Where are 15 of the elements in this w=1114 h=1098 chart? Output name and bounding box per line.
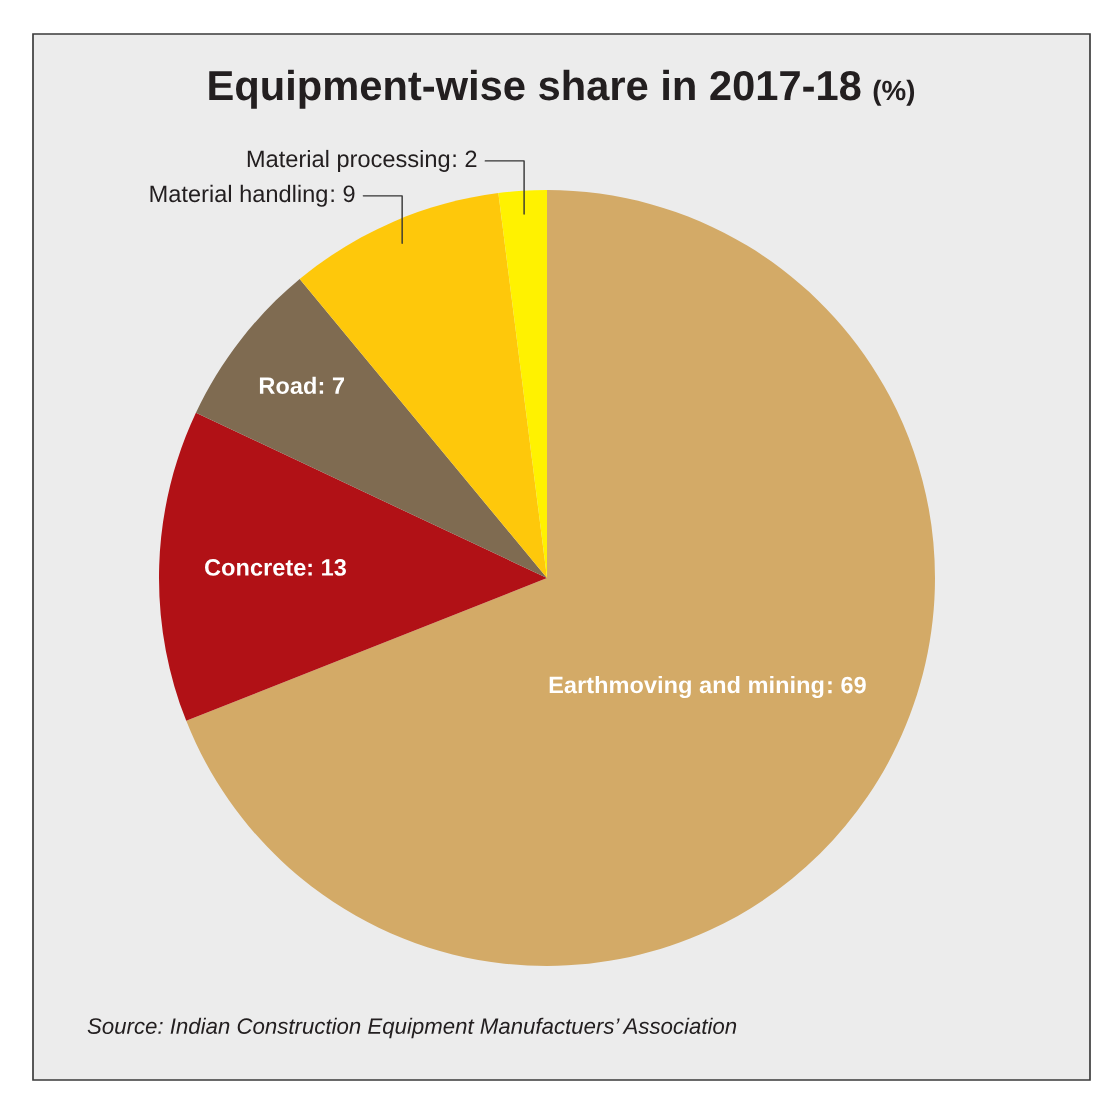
slice-label: Material processing <box>247 149 450 172</box>
pie-slice <box>159 412 547 721</box>
source-note: Source: Indian Construction Equipment Manufactuers’ Association <box>87 1017 737 1039</box>
data-label: : 69 <box>828 676 866 694</box>
pie-slice <box>195 279 547 578</box>
slice-label: Concrete <box>205 559 306 576</box>
slice-label: Material handling <box>150 184 327 207</box>
chart-subtitle: (%) <box>873 79 915 106</box>
slice-label: Road <box>259 376 316 395</box>
chart-title: Equipment-wise share in 2017-18 <box>209 69 861 109</box>
data-label: : 9 <box>331 185 355 203</box>
data-label: : 13 <box>308 559 346 576</box>
data-label: : 2 <box>453 150 477 168</box>
slice-label: Earthmoving and mining <box>549 675 824 699</box>
data-label: : 7 <box>319 377 344 394</box>
